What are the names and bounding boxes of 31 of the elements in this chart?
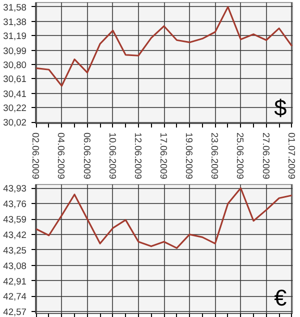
y-tick-label: 31,19 bbox=[3, 31, 26, 42]
y-tick-label: 30,02 bbox=[3, 118, 26, 128]
x-tick-label: 01.07.2009 bbox=[286, 132, 296, 180]
y-tick-label: 42,57 bbox=[3, 307, 26, 317]
y-tick-label: 30,80 bbox=[3, 60, 26, 70]
y-tick-label: 42,74 bbox=[3, 292, 26, 302]
x-tick-label: 12.06.2009 bbox=[132, 132, 143, 180]
x-tick-label: 27.06.2009 bbox=[260, 132, 271, 180]
x-tick-label: 19.06.2009 bbox=[184, 132, 194, 180]
x-tick-label: 06.06.2009 bbox=[82, 132, 92, 180]
y-tick-label: 43,93 bbox=[3, 184, 26, 194]
y-tick-label: 43,76 bbox=[3, 199, 26, 210]
y-tick-label: 30,61 bbox=[3, 74, 26, 84]
x-tick-label: 17.06.2009 bbox=[158, 132, 168, 180]
y-tick-label: 43,25 bbox=[3, 245, 26, 256]
line-series bbox=[36, 6, 292, 87]
y-tick-label: 30,99 bbox=[3, 46, 26, 56]
y-tick-label: 43,42 bbox=[3, 230, 26, 240]
y-tick-label: 42,91 bbox=[3, 276, 26, 286]
y-tick-label: 31,58 bbox=[3, 2, 26, 12]
line-series bbox=[36, 187, 292, 249]
x-tick-label: 02.06.2009 bbox=[30, 132, 41, 180]
x-tick-label: 10.06.2009 bbox=[107, 132, 118, 180]
x-tick-label: 04.06.2009 bbox=[56, 132, 66, 180]
y-tick-label: 43,08 bbox=[3, 260, 26, 271]
y-tick-label: 43,59 bbox=[3, 214, 26, 225]
y-tick-label: 30,41 bbox=[3, 88, 26, 99]
x-tick-label: 23.06.2009 bbox=[210, 132, 220, 180]
y-tick-label: 31,38 bbox=[3, 17, 26, 28]
x-tick-label: 25.06.2009 bbox=[235, 132, 246, 180]
y-tick-label: 30,22 bbox=[3, 102, 26, 113]
